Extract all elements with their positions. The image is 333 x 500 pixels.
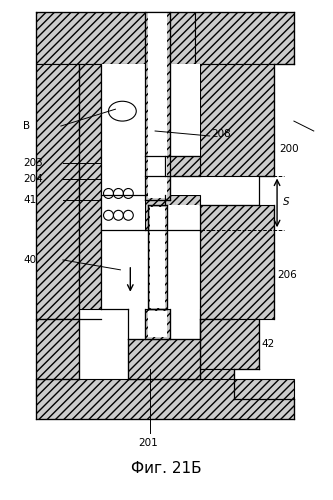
Polygon shape: [36, 12, 195, 64]
Polygon shape: [36, 64, 79, 320]
Polygon shape: [200, 320, 259, 369]
Polygon shape: [148, 312, 167, 338]
Polygon shape: [145, 310, 170, 339]
Text: 201: 201: [138, 438, 158, 448]
Ellipse shape: [109, 102, 136, 121]
Polygon shape: [148, 206, 167, 310]
Polygon shape: [101, 64, 145, 196]
Text: 40: 40: [23, 255, 36, 265]
Polygon shape: [128, 339, 200, 379]
Text: Фиг. 21Б: Фиг. 21Б: [131, 460, 201, 475]
Polygon shape: [148, 12, 167, 198]
Polygon shape: [36, 320, 79, 398]
Polygon shape: [101, 196, 145, 310]
Polygon shape: [36, 379, 294, 418]
Text: 203: 203: [23, 158, 43, 168]
Text: S: S: [283, 198, 290, 207]
Text: 41: 41: [23, 196, 36, 205]
Polygon shape: [200, 64, 274, 176]
Text: B: B: [23, 121, 30, 131]
Polygon shape: [101, 64, 145, 196]
Polygon shape: [165, 176, 200, 196]
Polygon shape: [200, 206, 274, 320]
Polygon shape: [145, 156, 200, 196]
Text: 206: 206: [277, 270, 297, 280]
Text: 200: 200: [279, 144, 299, 154]
Text: 204: 204: [23, 174, 43, 184]
Polygon shape: [200, 369, 234, 398]
Polygon shape: [150, 208, 165, 308]
Polygon shape: [79, 64, 101, 310]
Polygon shape: [167, 206, 200, 310]
Polygon shape: [145, 196, 200, 230]
Polygon shape: [145, 12, 170, 200]
Polygon shape: [165, 64, 200, 156]
Text: 42: 42: [261, 339, 274, 349]
Polygon shape: [195, 12, 294, 64]
Text: 208: 208: [211, 129, 231, 139]
